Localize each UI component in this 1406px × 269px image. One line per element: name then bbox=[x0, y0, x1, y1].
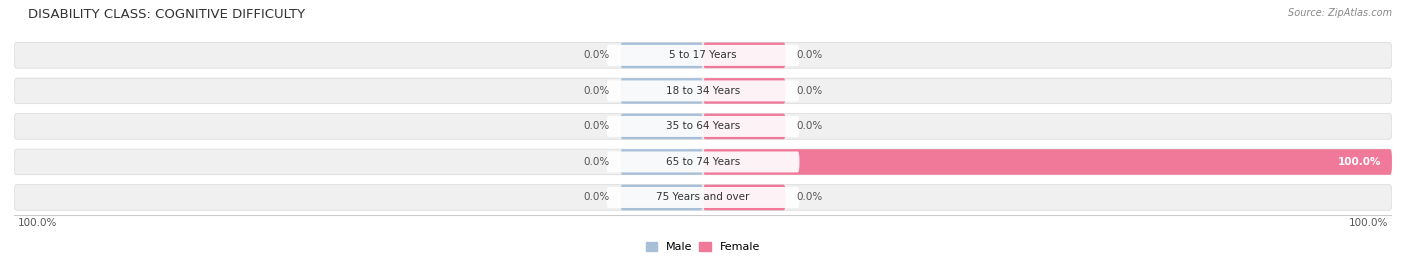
FancyBboxPatch shape bbox=[703, 78, 786, 104]
Text: 0.0%: 0.0% bbox=[796, 121, 823, 132]
FancyBboxPatch shape bbox=[703, 149, 1392, 175]
FancyBboxPatch shape bbox=[620, 78, 703, 104]
Text: 100.0%: 100.0% bbox=[1339, 157, 1382, 167]
FancyBboxPatch shape bbox=[703, 43, 786, 68]
FancyBboxPatch shape bbox=[606, 80, 800, 101]
FancyBboxPatch shape bbox=[14, 43, 1392, 68]
FancyBboxPatch shape bbox=[14, 185, 1392, 210]
FancyBboxPatch shape bbox=[620, 185, 703, 210]
FancyBboxPatch shape bbox=[606, 151, 800, 172]
Text: 0.0%: 0.0% bbox=[796, 86, 823, 96]
Text: 0.0%: 0.0% bbox=[583, 121, 610, 132]
FancyBboxPatch shape bbox=[620, 149, 703, 175]
FancyBboxPatch shape bbox=[606, 116, 800, 137]
Text: DISABILITY CLASS: COGNITIVE DIFFICULTY: DISABILITY CLASS: COGNITIVE DIFFICULTY bbox=[28, 8, 305, 21]
Text: 65 to 74 Years: 65 to 74 Years bbox=[666, 157, 740, 167]
Text: 0.0%: 0.0% bbox=[583, 86, 610, 96]
Text: 5 to 17 Years: 5 to 17 Years bbox=[669, 50, 737, 60]
FancyBboxPatch shape bbox=[703, 185, 786, 210]
FancyBboxPatch shape bbox=[14, 78, 1392, 104]
Text: 0.0%: 0.0% bbox=[583, 50, 610, 60]
Text: 35 to 64 Years: 35 to 64 Years bbox=[666, 121, 740, 132]
Text: 75 Years and over: 75 Years and over bbox=[657, 193, 749, 203]
Text: 0.0%: 0.0% bbox=[796, 50, 823, 60]
Text: 100.0%: 100.0% bbox=[17, 218, 56, 228]
Text: 0.0%: 0.0% bbox=[796, 193, 823, 203]
Text: 100.0%: 100.0% bbox=[1350, 218, 1389, 228]
Text: 0.0%: 0.0% bbox=[583, 157, 610, 167]
Legend: Male, Female: Male, Female bbox=[641, 237, 765, 256]
FancyBboxPatch shape bbox=[620, 114, 703, 139]
Text: 0.0%: 0.0% bbox=[583, 193, 610, 203]
FancyBboxPatch shape bbox=[14, 114, 1392, 139]
FancyBboxPatch shape bbox=[606, 45, 800, 66]
FancyBboxPatch shape bbox=[620, 43, 703, 68]
FancyBboxPatch shape bbox=[606, 187, 800, 208]
FancyBboxPatch shape bbox=[14, 149, 1392, 175]
Text: Source: ZipAtlas.com: Source: ZipAtlas.com bbox=[1288, 8, 1392, 18]
Text: 18 to 34 Years: 18 to 34 Years bbox=[666, 86, 740, 96]
FancyBboxPatch shape bbox=[703, 114, 786, 139]
